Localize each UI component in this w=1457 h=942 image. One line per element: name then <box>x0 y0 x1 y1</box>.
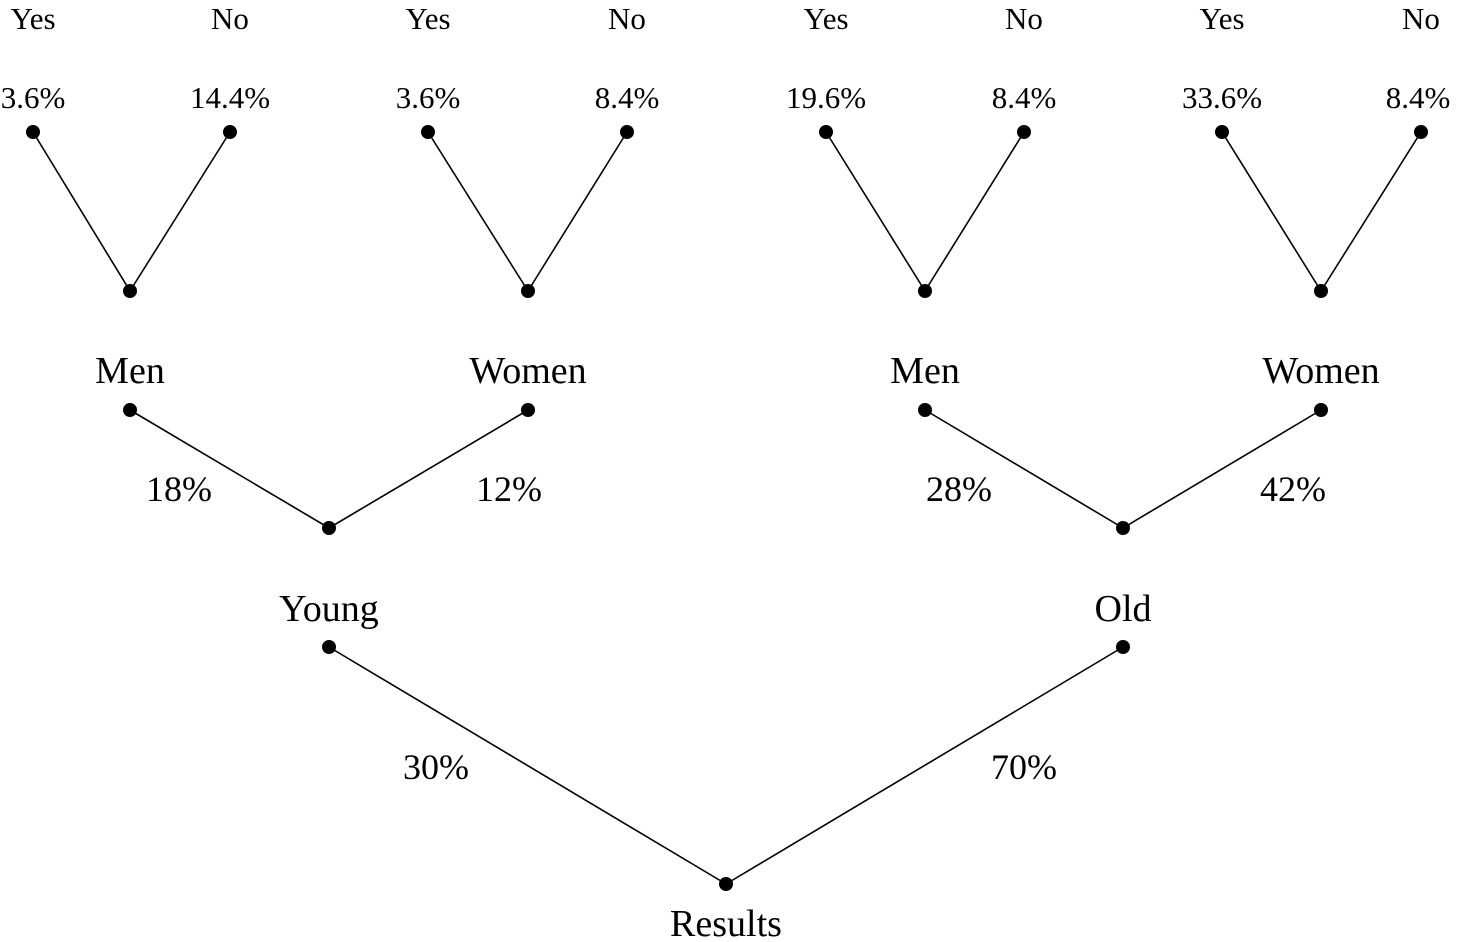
young-women-pct: 12% <box>476 469 542 509</box>
young-women-no-pct: 8.4% <box>595 80 660 115</box>
old-label: Old <box>1095 588 1152 630</box>
edge-young-women-yes <box>427 131 529 292</box>
node-old-men-yes <box>819 125 833 139</box>
young-men-no-label: No <box>211 1 249 36</box>
edge-results-young <box>328 646 727 885</box>
old-women-pct: 42% <box>1260 469 1326 509</box>
old-women-no-pct: 8.4% <box>1386 80 1451 115</box>
young-men-no-pct: 14.4% <box>190 80 270 115</box>
node-young-men-split <box>123 284 137 298</box>
old-women-yes-pct: 33.6% <box>1182 80 1262 115</box>
root-label: Results <box>670 903 782 942</box>
edge-old-women-yes <box>1221 131 1322 292</box>
node-old-men-no <box>1017 125 1031 139</box>
young-women-no-label: No <box>608 1 646 36</box>
old-men-no-pct: 8.4% <box>992 80 1057 115</box>
edge-old-men-no <box>924 131 1025 292</box>
edge-old-women <box>1122 409 1322 529</box>
node-old <box>1116 640 1130 654</box>
node-young <box>322 640 336 654</box>
node-young-split <box>322 521 336 535</box>
edge-young-women <box>328 409 529 529</box>
old-pct: 70% <box>991 747 1057 787</box>
edge-results-old <box>725 646 1124 885</box>
node-young-men-yes <box>26 125 40 139</box>
old-women-label: Women <box>1262 350 1379 392</box>
edge-young-men-yes <box>32 131 131 292</box>
node-results <box>719 877 733 891</box>
young-label: Young <box>279 588 379 630</box>
edge-young-men <box>129 409 330 529</box>
node-young-men <box>123 403 137 417</box>
edge-old-women-no <box>1320 131 1422 292</box>
young-men-pct: 18% <box>146 469 212 509</box>
old-men-yes-label: Yes <box>803 1 848 36</box>
old-men-pct: 28% <box>926 469 992 509</box>
edge-young-men-no <box>129 131 231 292</box>
node-young-women-yes <box>421 125 435 139</box>
old-women-no-label: No <box>1402 1 1440 36</box>
edge-old-men-yes <box>825 131 926 292</box>
old-men-label: Men <box>890 350 960 392</box>
edge-old-men <box>924 409 1124 529</box>
node-young-women-no <box>620 125 634 139</box>
node-old-men-split <box>918 284 932 298</box>
node-young-women <box>521 403 535 417</box>
young-pct: 30% <box>403 747 469 787</box>
old-women-yes-label: Yes <box>1199 1 1244 36</box>
young-men-yes-label: Yes <box>10 1 55 36</box>
node-old-women-yes <box>1215 125 1229 139</box>
node-old-split <box>1116 521 1130 535</box>
node-old-women-split <box>1314 284 1328 298</box>
edge-young-women-no <box>527 131 628 292</box>
young-women-yes-label: Yes <box>405 1 450 36</box>
young-women-yes-pct: 3.6% <box>396 80 461 115</box>
node-young-men-no <box>223 125 237 139</box>
node-old-women-no <box>1414 125 1428 139</box>
node-young-women-split <box>521 284 535 298</box>
young-women-label: Women <box>469 350 586 392</box>
young-men-yes-pct: 3.6% <box>1 80 66 115</box>
node-old-men <box>918 403 932 417</box>
old-men-yes-pct: 19.6% <box>786 80 866 115</box>
young-men-label: Men <box>95 350 165 392</box>
node-old-women <box>1314 403 1328 417</box>
old-men-no-label: No <box>1005 1 1043 36</box>
